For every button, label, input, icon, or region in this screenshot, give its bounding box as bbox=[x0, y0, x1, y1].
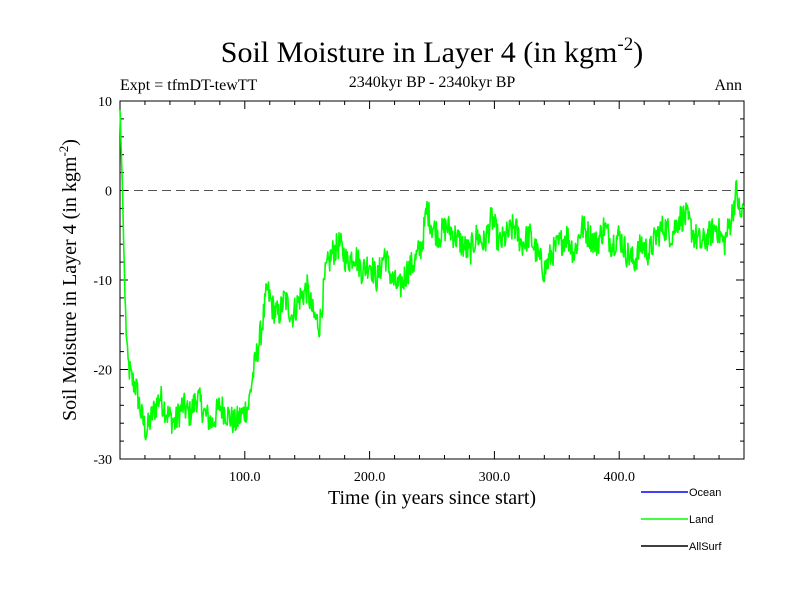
chart-title: Soil Moisture in Layer 4 (in kgm-2) bbox=[221, 34, 643, 69]
season-label: Ann bbox=[714, 77, 742, 94]
plot-frame bbox=[119, 100, 745, 460]
title-group: Soil Moisture in Layer 4 (in kgm-2) bbox=[221, 34, 643, 69]
series-line-land bbox=[119, 109, 745, 441]
y-tick-label: 10 bbox=[98, 95, 112, 110]
experiment-label: Expt = tfmDT-tewTT bbox=[120, 77, 258, 94]
x-tick-label: 400.0 bbox=[603, 470, 635, 485]
x-tick-label: 200.0 bbox=[354, 470, 386, 485]
legend-label-ocean: Ocean bbox=[689, 487, 721, 499]
y-tick-label: -10 bbox=[93, 274, 112, 289]
legend-label-allsurf: AllSurf bbox=[689, 541, 722, 553]
legend: Ocean Land AllSurf bbox=[641, 487, 722, 553]
legend-label-land: Land bbox=[689, 514, 713, 526]
x-axis-label: Time (in years since start) bbox=[328, 487, 536, 509]
x-tick-label: 100.0 bbox=[229, 470, 261, 485]
plot-area: -30 -20 -10 0 10 100.0 200.0 300.0 400.0 bbox=[93, 95, 745, 485]
y-tick-label: 0 bbox=[105, 185, 112, 200]
chart-subtitle: 2340kyr BP - 2340kyr BP bbox=[349, 74, 516, 91]
x-tick-label: 300.0 bbox=[479, 470, 511, 485]
y-axis-label: Soil Moisture in Layer 4 (in kgm-2) bbox=[56, 139, 81, 421]
y-tick-label: -20 bbox=[93, 364, 112, 379]
y-tick-label: -30 bbox=[93, 453, 112, 468]
